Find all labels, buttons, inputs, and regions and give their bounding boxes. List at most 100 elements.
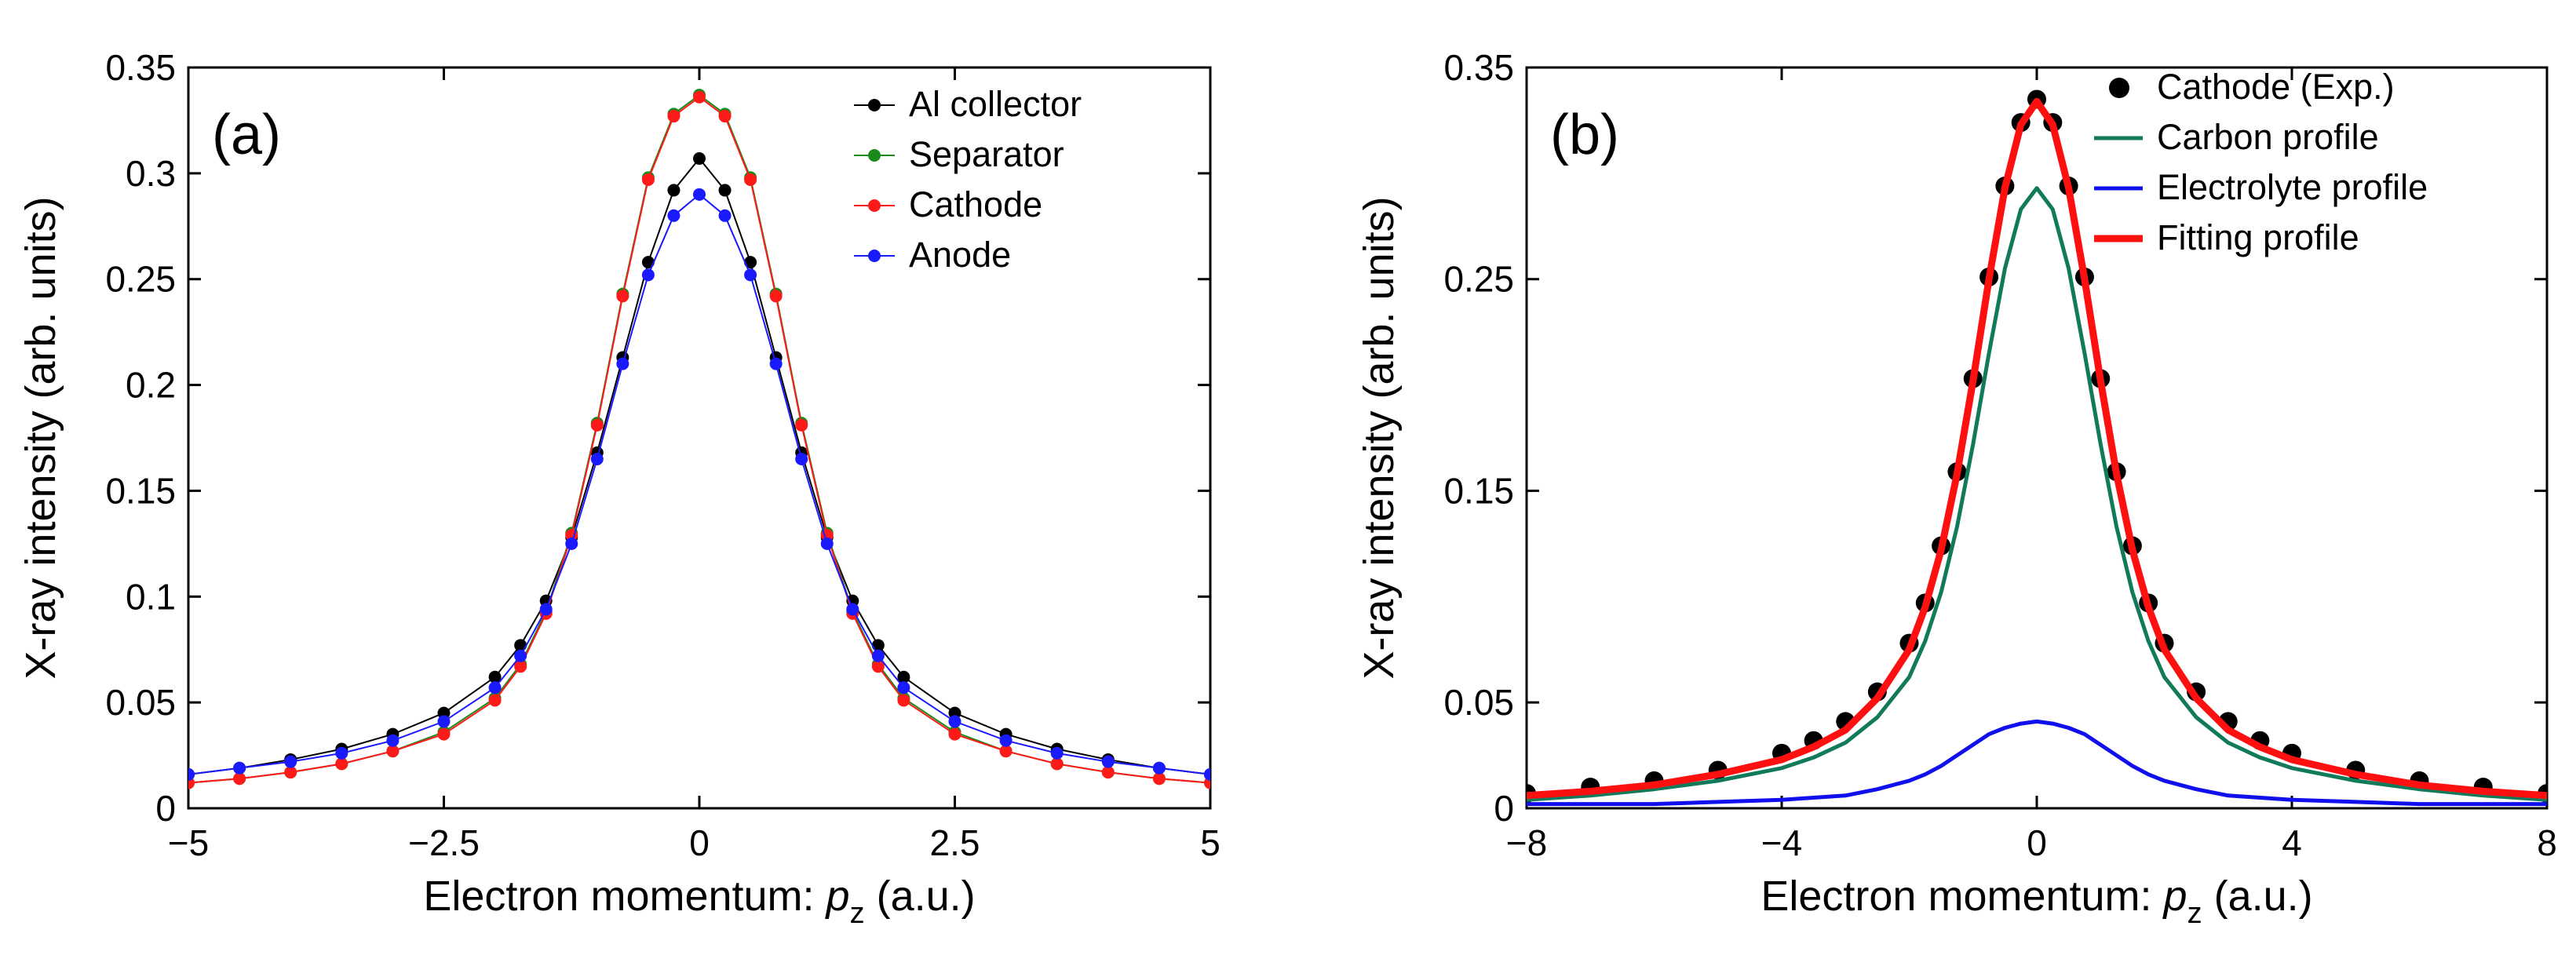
legend-entry: Electrolyte profile [2094,167,2428,207]
chart-panel-0: −5 −2.5 0 2.5 5 0 0.05 0.1 0.15 0.2 0.25 0.3 0.35 X-r… [17,47,1220,930]
data-point [565,537,578,550]
legend-label: Carbon profile [2157,117,2379,157]
data-point [284,755,297,768]
data-point [1152,772,1166,786]
series-line [188,157,1210,775]
legend-label: Fitting profile [2157,217,2359,257]
data-point [1050,757,1064,771]
x-axis-label-unit: (a.u.) [2202,873,2313,920]
y-tick-label: 0.35 [105,47,176,88]
data-point [871,660,885,673]
legend-entry: Cathode (Exp.) [2109,67,2395,107]
data-point [1101,755,1115,768]
data-point [1101,766,1115,779]
legend-entry: Fitting profile [2094,217,2359,257]
x-axis-label: Electron momentum: pz (a.u.) [1761,873,2312,930]
x-axis-label-unit: (a.u.) [865,873,976,920]
y-tick-label: 0 [1494,788,1514,829]
panel-label: (b) [1550,104,1619,166]
data-point [335,757,348,771]
plot-frame [187,66,1212,810]
data-point [820,537,834,550]
x-axis-label-main: Electron momentum: [423,873,826,920]
y-tick-label: 0.2 [126,365,176,406]
x-tick-label: 0 [2027,822,2047,863]
series-anode [188,188,1210,781]
data-point [233,772,246,786]
x-tick-label: 2.5 [930,822,980,863]
data-point [871,639,885,652]
series-line [1527,97,2547,800]
data-point [693,188,706,201]
data-point [539,603,553,616]
data-point [641,256,655,269]
data-point [437,715,451,728]
data-point [1204,767,1210,781]
plot-area [188,89,1210,789]
legend-label: Separator [909,134,1064,174]
data-point [667,209,680,222]
data-point [437,727,451,741]
series-al-collector [188,151,1210,781]
x-tick-label: 8 [2537,822,2557,863]
data-point [897,694,910,707]
x-tick-label: −5 [168,822,209,863]
x-axis-label-sub: z [2187,897,2202,930]
y-tick-label: 0 [155,788,176,829]
series-carbon-profile [1527,186,2547,802]
data-point [718,209,732,222]
legend-entry: Al collector [854,84,1082,124]
data-point [795,418,808,432]
data-point [590,452,604,465]
x-tick-label: 0 [689,822,710,863]
data-point [641,173,655,186]
data-point [1050,746,1064,760]
x-tick-label: −8 [1506,822,1547,863]
data-point [616,290,629,303]
data-point [999,734,1013,747]
x-axis-label-var: p [825,873,850,920]
data-point [641,268,655,282]
y-tick-label: 0.1 [126,576,176,617]
data-point [233,761,246,775]
series-electrolyte-profile [1527,719,2547,807]
data-point [718,184,732,197]
series-line [188,193,1210,775]
data-point [667,184,680,197]
y-tick-label: 0.05 [1443,682,1514,723]
y-tick-label: 0.35 [1443,47,1514,88]
data-point [488,681,502,694]
data-point [335,746,348,760]
legend-marker [868,149,881,162]
data-point [488,670,502,683]
series-line [1527,719,2547,807]
legend-marker [2109,78,2129,98]
legend-entry: Cathode [854,184,1042,224]
y-tick-label: 0.15 [105,470,176,511]
data-point [999,745,1013,758]
legend-entry: Carbon profile [2094,117,2379,157]
legend-label: Cathode (Exp.) [2157,67,2395,107]
data-point [514,649,527,662]
data-point [744,268,757,282]
y-tick-label: 0.15 [1443,470,1514,511]
plot-area [1527,89,2547,807]
panel-label: (a) [212,104,281,166]
y-tick-label: 0.25 [105,259,176,300]
data-point [693,151,706,165]
legend-entry: Separator [854,134,1064,174]
data-point [795,452,808,465]
data-point [897,681,910,694]
data-point [1152,761,1166,775]
y-axis-label: X-ray intensity (arb. units) [1356,196,1403,679]
x-tick-label: 5 [1200,822,1220,863]
data-point [718,110,732,123]
y-tick-label: 0.3 [126,153,176,194]
data-point [616,357,629,370]
x-tick-label: −2.5 [408,822,480,863]
data-point [386,745,400,758]
data-point [514,639,527,652]
y-tick-label: 0.05 [105,682,176,723]
chart-panel-1: −8 −4 0 4 8 0 0.05 0.15 0.25 0.35 X-ray intensity … [1356,47,2557,930]
